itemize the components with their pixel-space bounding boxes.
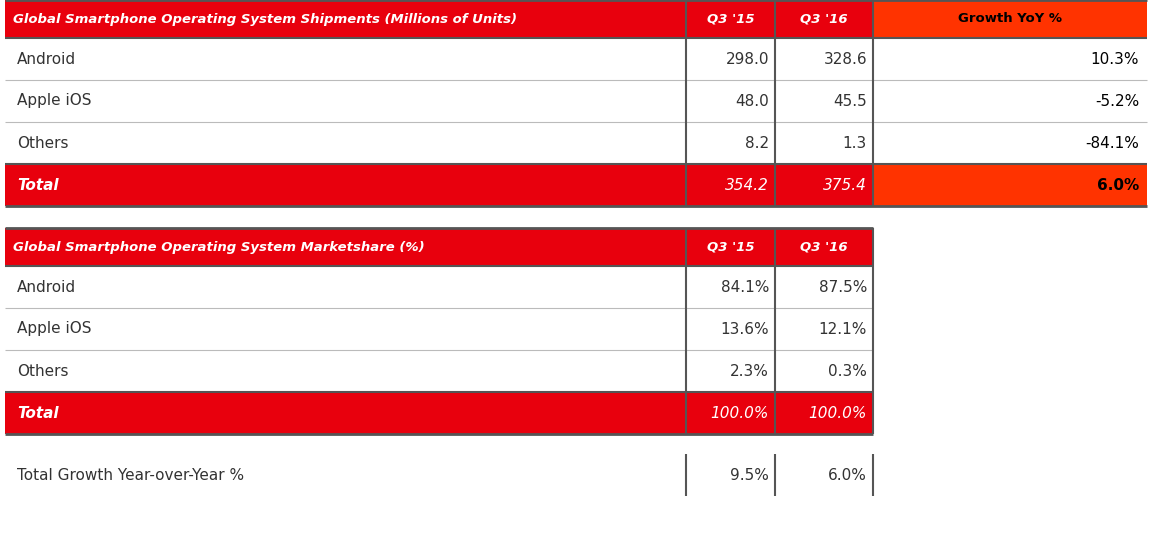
Text: Android: Android xyxy=(17,280,76,295)
Text: 48.0: 48.0 xyxy=(735,93,770,108)
Bar xyxy=(5,266,873,308)
Text: Q3 '16: Q3 '16 xyxy=(801,12,848,26)
Bar xyxy=(5,38,1147,80)
Text: 2.3%: 2.3% xyxy=(730,364,770,379)
Text: Apple iOS: Apple iOS xyxy=(17,93,91,108)
Bar xyxy=(873,0,1147,38)
Text: Global Smartphone Operating System Marketshare (%): Global Smartphone Operating System Marke… xyxy=(13,241,425,254)
Text: Others: Others xyxy=(17,364,68,379)
Text: 1.3: 1.3 xyxy=(843,136,867,151)
Text: Apple iOS: Apple iOS xyxy=(17,321,91,336)
Text: Total: Total xyxy=(17,177,59,192)
Bar xyxy=(5,350,873,392)
Text: -84.1%: -84.1% xyxy=(1085,136,1139,151)
Bar xyxy=(5,308,873,350)
Bar xyxy=(5,228,873,266)
Bar xyxy=(5,80,1147,122)
Text: 9.5%: 9.5% xyxy=(730,468,770,483)
Text: 12.1%: 12.1% xyxy=(819,321,867,336)
Text: Total: Total xyxy=(17,405,59,420)
Bar xyxy=(5,392,873,434)
Text: 0.3%: 0.3% xyxy=(828,364,867,379)
Text: 84.1%: 84.1% xyxy=(721,280,770,295)
Bar xyxy=(5,164,873,206)
Text: 100.0%: 100.0% xyxy=(809,405,867,420)
Bar xyxy=(873,164,1147,206)
Text: 298.0: 298.0 xyxy=(726,52,770,67)
Text: 13.6%: 13.6% xyxy=(720,321,770,336)
Text: Q3 '15: Q3 '15 xyxy=(706,241,755,254)
Text: 100.0%: 100.0% xyxy=(711,405,770,420)
Text: 354.2: 354.2 xyxy=(725,177,770,192)
Text: 328.6: 328.6 xyxy=(824,52,867,67)
Text: Global Smartphone Operating System Shipments (Millions of Units): Global Smartphone Operating System Shipm… xyxy=(13,12,517,26)
Text: 45.5: 45.5 xyxy=(833,93,867,108)
Text: Android: Android xyxy=(17,52,76,67)
Text: 375.4: 375.4 xyxy=(824,177,867,192)
Text: Growth YoY %: Growth YoY % xyxy=(958,12,1062,26)
Text: 10.3%: 10.3% xyxy=(1091,52,1139,67)
Text: Total Growth Year-over-Year %: Total Growth Year-over-Year % xyxy=(17,468,244,483)
Bar xyxy=(5,122,1147,164)
Text: Others: Others xyxy=(17,136,68,151)
Text: -5.2%: -5.2% xyxy=(1094,93,1139,108)
Bar xyxy=(5,0,873,38)
Text: Q3 '16: Q3 '16 xyxy=(801,241,848,254)
Text: 6.0%: 6.0% xyxy=(828,468,867,483)
Text: 6.0%: 6.0% xyxy=(1097,177,1139,192)
Text: 8.2: 8.2 xyxy=(745,136,770,151)
Text: 87.5%: 87.5% xyxy=(819,280,867,295)
Text: Q3 '15: Q3 '15 xyxy=(706,12,755,26)
